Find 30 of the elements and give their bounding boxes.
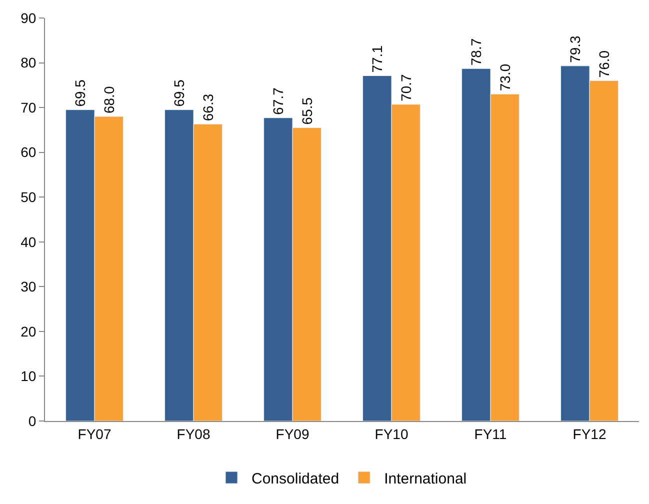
y-tick-label: 60 [20,144,36,160]
legend-label: Consolidated [252,470,340,488]
y-tick-label: 80 [20,54,36,71]
data-label: 78.7 [468,38,484,66]
y-tick-label: 70 [20,99,36,116]
data-label: 68.0 [100,86,117,114]
data-label: 65.5 [298,97,315,125]
y-tick-label: 20 [20,323,36,340]
y-tick-label: 50 [20,189,36,206]
x-tick-label: FY12 [572,426,606,442]
x-tick-label: FY07 [78,426,112,442]
data-label: 73.0 [496,64,513,92]
legend-label: International [384,470,467,488]
x-tick-label: FY10 [374,426,408,442]
data-label: 69.5 [171,79,188,107]
data-label: 76.0 [596,50,612,78]
y-tick-label: 10 [20,368,36,384]
y-tick-label: 0 [28,412,36,429]
data-label: 67.7 [270,87,286,115]
data-label: 70.7 [398,74,414,102]
data-label: 79.3 [567,35,584,63]
x-tick-label: FY11 [474,426,507,442]
data-label: 77.1 [369,45,386,73]
y-tick-label: 90 [20,10,36,26]
y-tick-label: 40 [20,234,36,250]
x-tick-label: FY09 [276,426,310,442]
data-label: 66.3 [200,94,216,122]
x-tick-label: FY08 [176,426,210,442]
data-label: 69.5 [72,79,88,107]
y-tick-label: 30 [20,278,36,295]
